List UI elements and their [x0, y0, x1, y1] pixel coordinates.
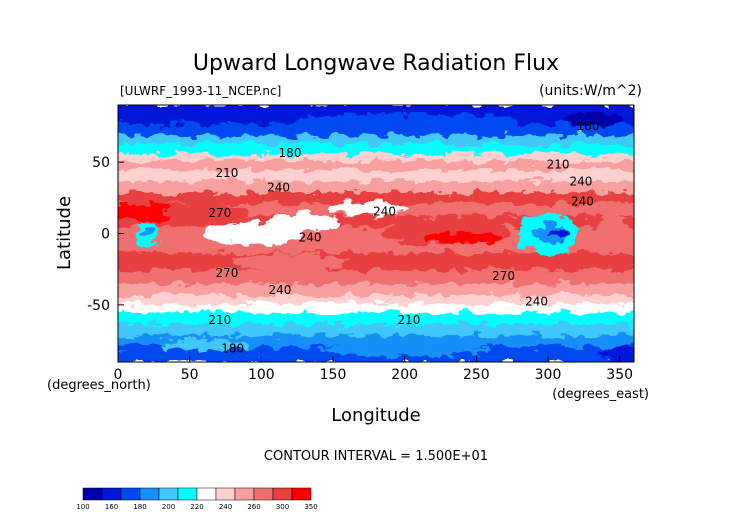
- x-tick-label: 100: [248, 367, 275, 383]
- colorbar-tick-label: 160: [105, 503, 118, 511]
- colorbar-tick-label: 240: [219, 503, 232, 511]
- colorbar-swatch: [177, 487, 198, 501]
- colorbar-swatch: [253, 487, 274, 501]
- lat-band: [118, 153, 634, 164]
- x-unit-label: (degrees_east): [552, 387, 649, 402]
- contour-label: 270: [492, 269, 515, 283]
- x-tick-label: 0: [114, 367, 123, 383]
- lat-band: [118, 135, 634, 146]
- lat-band: [118, 192, 634, 206]
- y-tick-label: 50: [92, 155, 110, 171]
- lat-band: [118, 335, 634, 349]
- lat-band: [118, 323, 634, 338]
- contour-label: 180: [221, 342, 244, 356]
- x-tick-label: 350: [606, 367, 633, 383]
- units-label: (units:W/m^2): [539, 83, 642, 99]
- colorbar-tick-label: 200: [162, 503, 175, 511]
- chart-title: Upward Longwave Radiation Flux: [193, 51, 559, 76]
- y-tick-label: 0: [101, 227, 110, 243]
- contour-label: 180: [279, 146, 302, 160]
- flux-region: [161, 203, 247, 221]
- colorbar-swatch: [215, 487, 236, 501]
- colorbar-swatch: [158, 487, 179, 501]
- contour-label: 210: [547, 158, 570, 172]
- contour-label: 270: [208, 206, 231, 220]
- contour-label: 240: [299, 230, 322, 244]
- flux-region: [598, 209, 627, 253]
- lat-band: [118, 283, 634, 298]
- flux-region: [161, 339, 247, 351]
- x-tick-label: 50: [181, 367, 199, 383]
- colorbar-tick-label: 300: [276, 503, 289, 511]
- y-tick-label: -50: [87, 298, 110, 314]
- lat-band: [118, 169, 634, 184]
- contour-label: 270: [215, 266, 238, 280]
- flux-region: [549, 227, 570, 240]
- colorbar-swatch: [291, 487, 312, 501]
- y-unit-label: (degrees_north): [47, 378, 151, 393]
- flux-region: [328, 200, 409, 215]
- flux-region: [118, 203, 183, 221]
- flux-regions: [118, 112, 634, 362]
- flux-region: [290, 113, 520, 131]
- lat-band: [118, 295, 634, 306]
- contour-label: 240: [525, 295, 548, 309]
- contour-label: 240: [373, 205, 396, 219]
- colorbar: 100 160 180 200 220 240 260 300 350: [76, 487, 318, 511]
- lat-band: [118, 303, 634, 315]
- contour-interval-text: CONTOUR INTERVAL = 1.500E+01: [264, 449, 488, 464]
- flux-region: [232, 253, 348, 271]
- contour-label: 240: [570, 175, 593, 189]
- flux-region: [268, 213, 341, 231]
- contour-label: 240: [571, 195, 594, 209]
- x-tick-label: 150: [320, 367, 347, 383]
- colorbar-swatch: [139, 487, 160, 501]
- colorbar-tick-label: 180: [133, 503, 146, 511]
- x-axis-ticks: 0 50 100 150 200 250 300 350: [114, 356, 633, 383]
- contour-label: 240: [267, 180, 290, 194]
- flux-region: [598, 347, 634, 362]
- colorbar-swatch: [196, 487, 217, 501]
- lat-band: [118, 181, 634, 195]
- colorbar-swatch: [120, 487, 141, 501]
- flux-region: [421, 232, 503, 244]
- colorbar-swatch: [234, 487, 255, 501]
- colorbar-tick-label: 260: [247, 503, 260, 511]
- lat-band: [118, 312, 634, 326]
- contour-label: 180: [577, 119, 600, 133]
- x-tick-label: 300: [535, 367, 562, 383]
- lat-band: [118, 123, 634, 138]
- file-label: [ULWRF_1993-11_NCEP.nc]: [120, 84, 281, 98]
- flux-region: [318, 344, 491, 357]
- contour-label: 210: [398, 313, 421, 327]
- y-axis-ticks: -50 0 50: [87, 155, 124, 314]
- x-axis-label: Longitude: [331, 405, 421, 426]
- flux-region: [562, 250, 620, 268]
- flux-region: [140, 227, 153, 240]
- contour-label: 240: [269, 283, 292, 297]
- colorbar-tick-label: 350: [304, 503, 317, 511]
- colorbar-tick-label: 220: [190, 503, 203, 511]
- colorbar-swatch: [101, 487, 122, 501]
- contour-label: 210: [208, 313, 231, 327]
- lat-band: [118, 269, 634, 286]
- lat-band: [118, 252, 634, 272]
- colorbar-swatch: [82, 487, 103, 501]
- lat-band: [118, 161, 634, 172]
- y-axis-label: Latitude: [54, 196, 75, 270]
- colorbar-swatch: [272, 487, 293, 501]
- x-tick-label: 200: [391, 367, 418, 383]
- contour-label: 210: [215, 166, 238, 180]
- colorbar-tick-label: 100: [76, 503, 89, 511]
- lat-band: [118, 143, 634, 156]
- x-tick-label: 250: [463, 367, 490, 383]
- flux-region: [559, 112, 623, 127]
